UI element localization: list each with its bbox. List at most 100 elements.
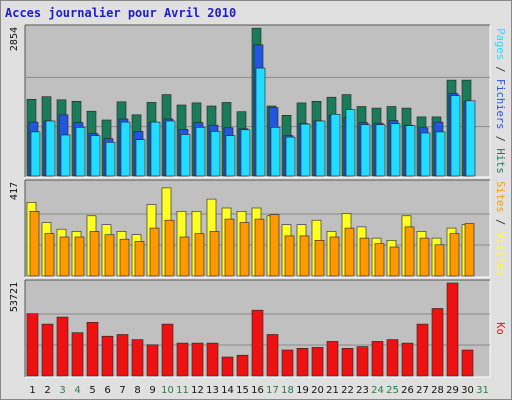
x-tick-label-18: 18 bbox=[281, 385, 294, 396]
bar-sites-day-3 bbox=[59, 236, 70, 277]
bar-ko-day-4 bbox=[71, 332, 84, 377]
bar-sites-day-27 bbox=[419, 237, 430, 277]
bar-pages-day-6 bbox=[105, 142, 116, 177]
bar-sites-day-8 bbox=[134, 241, 145, 277]
bar-pages-day-13 bbox=[210, 131, 221, 177]
bar-sites-day-12 bbox=[194, 233, 205, 277]
bar-ko-day-11 bbox=[176, 342, 189, 377]
legend-label: / bbox=[494, 213, 506, 232]
chart-panel-2: 417 Sites / Visites bbox=[9, 179, 506, 278]
bar-sites-day-9 bbox=[149, 227, 160, 277]
bar-pages-day-22 bbox=[345, 109, 356, 177]
bar-pages-day-27 bbox=[420, 132, 431, 177]
x-tick-label-11: 11 bbox=[176, 385, 189, 396]
bar-sites-day-2 bbox=[44, 233, 55, 277]
bar-pages-day-16 bbox=[255, 67, 266, 177]
bar-sites-day-17 bbox=[269, 214, 280, 277]
bar-ko-day-23 bbox=[356, 346, 369, 377]
x-tick-label-24: 24 bbox=[371, 385, 384, 396]
x-tick-label-19: 19 bbox=[296, 385, 309, 396]
x-tick-label-5: 5 bbox=[89, 385, 95, 396]
bar-pages-day-29 bbox=[450, 95, 461, 177]
bar-sites-day-19 bbox=[299, 235, 310, 277]
bar-pages-day-23 bbox=[360, 124, 371, 177]
panel-1-legend: Pages / Fichiers / Hits bbox=[494, 28, 506, 173]
bar-ko-day-6 bbox=[101, 335, 114, 377]
bar-pages-day-26 bbox=[405, 125, 416, 177]
legend-label: Hits bbox=[494, 148, 506, 173]
bar-ko-day-7 bbox=[116, 334, 129, 377]
x-axis-ticks: 1 2 3 4 5 6 7 8 9 10 11 12 13 14 15 16 17 18 19 20 21 22 23 24 2… bbox=[29, 385, 489, 396]
bar-ko-day-22 bbox=[341, 347, 354, 377]
x-tick-label-13: 13 bbox=[206, 385, 219, 396]
x-tick-label-21: 21 bbox=[326, 385, 339, 396]
bar-sites-day-14 bbox=[224, 218, 235, 277]
bar-ko-day-20 bbox=[311, 347, 324, 377]
bar-pages-day-24 bbox=[375, 124, 386, 177]
x-tick-label-4: 4 bbox=[74, 385, 80, 396]
bar-pages-day-3 bbox=[60, 134, 71, 177]
bar-sites-day-1 bbox=[29, 211, 40, 277]
bar-ko-day-24 bbox=[371, 341, 384, 377]
chart-panel-3: 53721 Ko bbox=[9, 279, 506, 378]
bar-pages-day-14 bbox=[225, 135, 236, 177]
bar-ko-day-26 bbox=[401, 342, 414, 377]
bar-ko-day-3 bbox=[56, 316, 69, 377]
panel-1-max-label: 2854 bbox=[9, 27, 20, 51]
bar-ko-day-21 bbox=[326, 341, 339, 377]
legend-label: Ko bbox=[494, 322, 506, 335]
x-tick-label-9: 9 bbox=[149, 385, 155, 396]
x-tick-label-10: 10 bbox=[161, 385, 174, 396]
bar-pages-day-5 bbox=[90, 135, 101, 177]
bar-ko-day-2 bbox=[41, 323, 54, 377]
bar-sites-day-10 bbox=[164, 219, 175, 277]
x-tick-label-30: 30 bbox=[461, 385, 474, 396]
bar-sites-day-20 bbox=[314, 240, 325, 277]
bar-pages-day-10 bbox=[165, 120, 176, 177]
bar-sites-day-7 bbox=[119, 238, 130, 277]
x-tick-label-22: 22 bbox=[341, 385, 354, 396]
bar-sites-day-29 bbox=[449, 233, 460, 277]
bar-sites-day-5 bbox=[89, 231, 100, 277]
x-tick-label-12: 12 bbox=[191, 385, 204, 396]
x-tick-label-7: 7 bbox=[119, 385, 125, 396]
bar-sites-day-30 bbox=[464, 223, 475, 277]
bar-ko-day-17 bbox=[266, 334, 279, 377]
bar-sites-day-21 bbox=[329, 236, 340, 277]
bar-ko-day-13 bbox=[206, 342, 219, 377]
bar-ko-day-5 bbox=[86, 321, 99, 377]
x-tick-label-16: 16 bbox=[251, 385, 264, 396]
bar-ko-day-28 bbox=[431, 308, 444, 377]
bar-ko-day-1 bbox=[26, 313, 39, 377]
bar-sites-day-11 bbox=[179, 236, 190, 277]
bar-ko-day-9 bbox=[146, 344, 159, 377]
bar-sites-day-22 bbox=[344, 227, 355, 277]
bar-pages-day-17 bbox=[270, 127, 281, 177]
bar-ko-day-25 bbox=[386, 339, 399, 377]
x-tick-label-8: 8 bbox=[134, 385, 140, 396]
bar-sites-day-24 bbox=[374, 243, 385, 277]
x-tick-label-31: 31 bbox=[476, 385, 489, 396]
x-tick-label-25: 25 bbox=[386, 385, 399, 396]
x-tick-label-28: 28 bbox=[431, 385, 444, 396]
panel-2-max-label: 417 bbox=[9, 182, 20, 200]
bar-ko-day-8 bbox=[131, 339, 144, 377]
bar-ko-day-14 bbox=[221, 356, 234, 377]
bar-sites-day-16 bbox=[254, 218, 265, 277]
bar-pages-day-8 bbox=[135, 139, 146, 177]
x-tick-label-26: 26 bbox=[401, 385, 414, 396]
bar-ko-day-30 bbox=[461, 349, 474, 377]
bar-sites-day-13 bbox=[209, 231, 220, 277]
x-tick-label-29: 29 bbox=[446, 385, 459, 396]
panel-3-legend: Ko bbox=[494, 322, 506, 335]
bar-pages-day-1 bbox=[30, 131, 41, 177]
bar-pages-day-20 bbox=[315, 120, 326, 177]
x-tick-label-6: 6 bbox=[104, 385, 110, 396]
x-tick-label-23: 23 bbox=[356, 385, 369, 396]
x-tick-label-1: 1 bbox=[29, 385, 35, 396]
x-tick-label-17: 17 bbox=[266, 385, 279, 396]
bar-pages-day-18 bbox=[285, 136, 296, 177]
legend-label: / bbox=[494, 129, 506, 148]
legend-label: Sites bbox=[494, 181, 506, 213]
